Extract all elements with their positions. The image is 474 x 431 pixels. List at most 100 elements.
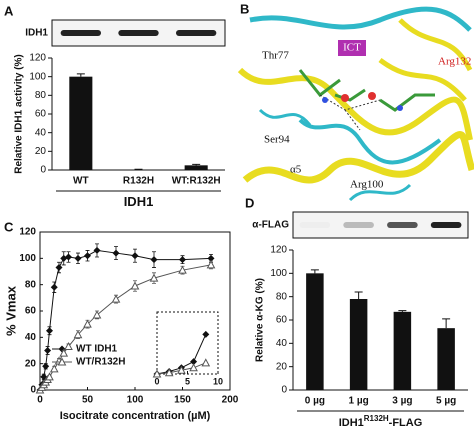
blot-band bbox=[60, 30, 102, 36]
y-tick-label: 120 bbox=[19, 227, 36, 238]
point bbox=[93, 246, 101, 254]
point bbox=[201, 358, 211, 367]
y-tick-label: 80 bbox=[25, 279, 37, 290]
structure-label: Arg100 bbox=[350, 179, 384, 191]
y-tick-label: 20 bbox=[35, 146, 47, 157]
x-tick-label: WT bbox=[73, 176, 89, 187]
ribbon bbox=[237, 67, 473, 141]
error-bar bbox=[76, 73, 85, 77]
point bbox=[59, 348, 69, 357]
x-tick-label: 200 bbox=[222, 395, 239, 406]
point bbox=[55, 264, 63, 272]
point bbox=[152, 369, 162, 378]
y-tick-label: 100 bbox=[19, 253, 36, 264]
point bbox=[50, 283, 58, 291]
x-tick-label: 3 µg bbox=[392, 396, 412, 407]
blot-label: IDH1 bbox=[25, 28, 48, 39]
x-axis-label: IDH1 bbox=[124, 194, 154, 209]
y-tick-label: 40 bbox=[25, 332, 37, 343]
point bbox=[49, 364, 59, 373]
panel-letter: D bbox=[245, 195, 254, 210]
legend-label: WT/R132H bbox=[76, 357, 125, 368]
x-axis-label-text: IDH1 bbox=[124, 194, 154, 209]
bar bbox=[69, 76, 93, 170]
point bbox=[149, 273, 159, 282]
y-tick-label: 0 bbox=[281, 385, 287, 396]
blot-band bbox=[430, 222, 462, 228]
y-tick-label: 40 bbox=[35, 127, 47, 138]
bar bbox=[393, 311, 412, 390]
bar bbox=[349, 299, 368, 390]
x-axis-label-text: IDH1 bbox=[339, 417, 364, 429]
bar bbox=[437, 328, 455, 390]
point bbox=[44, 347, 52, 354]
y-tick-label: 80 bbox=[276, 291, 288, 302]
x-tick-label: R132H bbox=[123, 176, 154, 187]
bar bbox=[184, 165, 208, 170]
atom bbox=[322, 97, 328, 103]
structure-label: Arg132 bbox=[438, 56, 471, 68]
error-bar bbox=[310, 269, 319, 274]
x-tick-label: 150 bbox=[174, 395, 191, 406]
y-tick-label: 0 bbox=[40, 165, 46, 176]
point bbox=[42, 362, 50, 370]
h-bond bbox=[319, 94, 381, 131]
structure-label: ICT bbox=[343, 42, 361, 54]
point bbox=[190, 358, 198, 366]
x-tick-label: 0 bbox=[37, 395, 43, 406]
error-bar bbox=[398, 310, 407, 312]
structure-label: Ser94 bbox=[264, 134, 290, 146]
point bbox=[73, 330, 83, 339]
x-tick-label: 100 bbox=[127, 395, 144, 406]
point bbox=[131, 252, 139, 260]
point bbox=[150, 256, 158, 264]
x-axis-label: Isocitrate concentration (µM) bbox=[60, 410, 211, 422]
legend-marker bbox=[57, 357, 67, 366]
y-axis-label: Relative IDH1 activity (%) bbox=[14, 54, 25, 174]
error-bar bbox=[442, 318, 451, 329]
ribbon bbox=[249, 6, 472, 32]
bar bbox=[306, 273, 324, 390]
point bbox=[64, 341, 73, 351]
x-tick-label: 1 µg bbox=[349, 396, 369, 407]
point bbox=[74, 254, 82, 262]
structure-panel bbox=[236, 2, 474, 210]
point bbox=[45, 372, 54, 381]
legend-label: WT IDH1 bbox=[76, 344, 118, 355]
y-tick-label: 100 bbox=[29, 71, 46, 82]
structure-label: Thr77 bbox=[262, 50, 289, 62]
point bbox=[112, 249, 120, 257]
y-tick-label: 60 bbox=[35, 109, 47, 120]
ribbon bbox=[378, 18, 473, 102]
point bbox=[83, 319, 92, 328]
blot-label: α-FLAG bbox=[252, 220, 289, 231]
x-tick-label: 0 bbox=[154, 376, 159, 386]
x-tick-label: WT:R132H bbox=[172, 176, 221, 187]
x-axis-label: IDH1R132H-FLAG bbox=[339, 414, 423, 429]
point bbox=[179, 256, 186, 264]
point bbox=[207, 254, 215, 262]
y-tick-label: 120 bbox=[270, 245, 287, 256]
ribbon bbox=[298, 118, 442, 165]
ict-box bbox=[338, 40, 366, 56]
x-axis-label-suffix: -FLAG bbox=[389, 417, 423, 429]
point bbox=[177, 365, 186, 374]
point bbox=[65, 253, 72, 261]
y-tick-label: 20 bbox=[276, 361, 288, 372]
y-tick-label: 20 bbox=[25, 358, 37, 369]
point bbox=[111, 294, 121, 303]
x-tick-label: 50 bbox=[82, 395, 94, 406]
blot-band bbox=[343, 222, 374, 228]
y-axis-label: % Vmax bbox=[3, 285, 18, 336]
structure-label: α5 bbox=[290, 164, 302, 176]
y-axis-label: Relative α-KG (%) bbox=[255, 278, 266, 362]
atom bbox=[341, 94, 349, 102]
point bbox=[202, 330, 210, 338]
error-bar bbox=[354, 291, 363, 299]
point bbox=[164, 368, 174, 377]
y-tick-label: 40 bbox=[276, 338, 288, 349]
point bbox=[84, 252, 91, 260]
atom bbox=[368, 92, 376, 100]
point bbox=[206, 260, 216, 269]
